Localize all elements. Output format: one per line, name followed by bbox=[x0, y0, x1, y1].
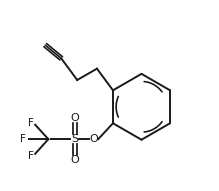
Text: O: O bbox=[89, 134, 98, 144]
Text: F: F bbox=[28, 151, 34, 161]
Text: O: O bbox=[70, 155, 79, 165]
Text: S: S bbox=[71, 134, 78, 144]
Text: F: F bbox=[28, 118, 34, 128]
Text: O: O bbox=[70, 113, 79, 123]
Text: F: F bbox=[20, 134, 26, 144]
